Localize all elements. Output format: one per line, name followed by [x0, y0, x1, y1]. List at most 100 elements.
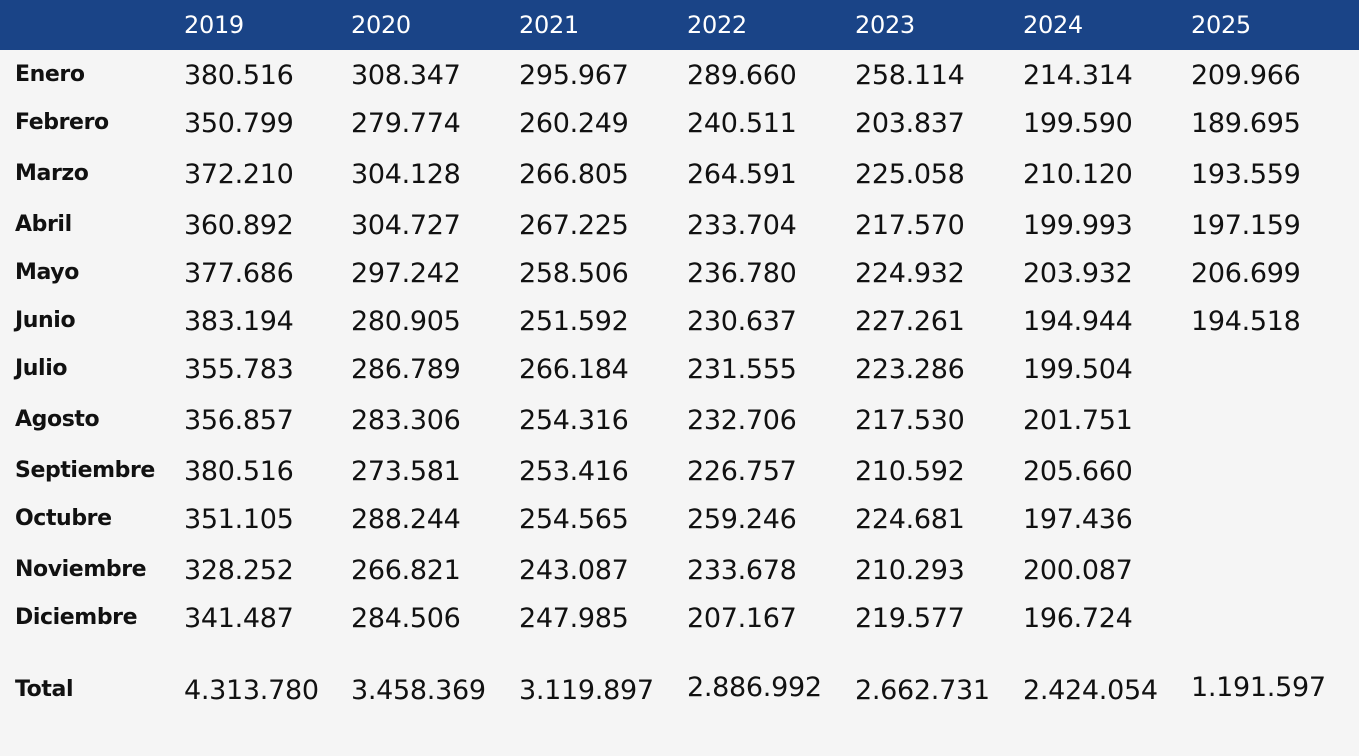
- table-cell: 227.261: [855, 306, 965, 337]
- table-header: 2019 2020 2021 2022 2023 2024 2025: [0, 0, 1359, 50]
- table-cell: 383.194: [184, 306, 294, 337]
- table-cell: 247.985: [519, 603, 629, 634]
- table-cell: 199.993: [1023, 210, 1133, 241]
- year-header-2020: 2020: [351, 11, 411, 39]
- month-label: Noviembre: [15, 557, 147, 582]
- table-cell: 226.757: [687, 456, 797, 487]
- year-header-2024: 2024: [1023, 11, 1083, 39]
- table-cell: 197.159: [1191, 210, 1301, 241]
- table-cell: 380.516: [184, 456, 294, 487]
- table-cell: 253.416: [519, 456, 629, 487]
- table-cell: 199.590: [1023, 108, 1133, 139]
- table-cell: 254.565: [519, 504, 629, 535]
- table-cell: 266.805: [519, 159, 629, 190]
- table-cell: 217.570: [855, 210, 965, 241]
- table-cell: 231.555: [687, 354, 797, 385]
- table-cell: 355.783: [184, 354, 294, 385]
- table-cell: 207.167: [687, 603, 797, 634]
- table-cell: 194.518: [1191, 306, 1301, 337]
- table-cell: 203.932: [1023, 258, 1133, 289]
- table-cell: 273.581: [351, 456, 461, 487]
- table-cell: 224.681: [855, 504, 965, 535]
- table-cell: 258.506: [519, 258, 629, 289]
- table-cell: 199.504: [1023, 354, 1133, 385]
- month-label: Octubre: [15, 506, 112, 531]
- table-cell: 189.695: [1191, 108, 1301, 139]
- table-cell: 205.660: [1023, 456, 1133, 487]
- table-cell: 267.225: [519, 210, 629, 241]
- table-cell: 341.487: [184, 603, 294, 634]
- table-cell: 264.591: [687, 159, 797, 190]
- table-cell: 289.660: [687, 60, 797, 91]
- table-cell: 193.559: [1191, 159, 1301, 190]
- year-header-2019: 2019: [184, 11, 244, 39]
- table-cell: 304.128: [351, 159, 461, 190]
- table-cell: 280.905: [351, 306, 461, 337]
- table-cell: 210.120: [1023, 159, 1133, 190]
- year-header-2025: 2025: [1191, 11, 1251, 39]
- table-cell: 260.249: [519, 108, 629, 139]
- table-cell: 279.774: [351, 108, 461, 139]
- table-cell: 223.286: [855, 354, 965, 385]
- table-cell: 304.727: [351, 210, 461, 241]
- month-label: Marzo: [15, 161, 89, 186]
- total-label: Total: [15, 677, 74, 702]
- table-cell: 240.511: [687, 108, 797, 139]
- total-cell: 4.313.780: [184, 675, 319, 706]
- table-cell: 200.087: [1023, 555, 1133, 586]
- table-cell: 217.530: [855, 405, 965, 436]
- month-label: Enero: [15, 62, 85, 87]
- table-cell: 206.699: [1191, 258, 1301, 289]
- table-cell: 286.789: [351, 354, 461, 385]
- table-cell: 380.516: [184, 60, 294, 91]
- table-cell: 284.506: [351, 603, 461, 634]
- total-cell: 2.424.054: [1023, 675, 1158, 706]
- table-cell: 209.966: [1191, 60, 1301, 91]
- table-cell: 243.087: [519, 555, 629, 586]
- month-label: Mayo: [15, 260, 79, 285]
- table-cell: 360.892: [184, 210, 294, 241]
- month-label: Febrero: [15, 110, 109, 135]
- table-cell: 236.780: [687, 258, 797, 289]
- table-cell: 356.857: [184, 405, 294, 436]
- table-cell: 297.242: [351, 258, 461, 289]
- table-cell: 224.932: [855, 258, 965, 289]
- table-cell: 328.252: [184, 555, 294, 586]
- table-cell: 266.184: [519, 354, 629, 385]
- table-cell: 225.058: [855, 159, 965, 190]
- month-label: Agosto: [15, 407, 100, 432]
- table-cell: 214.314: [1023, 60, 1133, 91]
- table-cell: 197.436: [1023, 504, 1133, 535]
- year-header-2022: 2022: [687, 11, 747, 39]
- month-label: Diciembre: [15, 605, 138, 630]
- table-cell: 219.577: [855, 603, 965, 634]
- table-cell: 194.944: [1023, 306, 1133, 337]
- total-cell: 1.191.597: [1191, 672, 1326, 703]
- total-cell: 2.886.992: [687, 672, 822, 703]
- table-cell: 308.347: [351, 60, 461, 91]
- total-cell: 3.119.897: [519, 675, 654, 706]
- year-header-2023: 2023: [855, 11, 915, 39]
- table-cell: 295.967: [519, 60, 629, 91]
- table-cell: 351.105: [184, 504, 294, 535]
- table-cell: 201.751: [1023, 405, 1133, 436]
- month-label: Abril: [15, 212, 72, 237]
- table-cell: 254.316: [519, 405, 629, 436]
- month-label: Junio: [15, 308, 76, 333]
- total-cell: 3.458.369: [351, 675, 486, 706]
- table-cell: 196.724: [1023, 603, 1133, 634]
- year-header-2021: 2021: [519, 11, 579, 39]
- table-cell: 258.114: [855, 60, 965, 91]
- table-cell: 251.592: [519, 306, 629, 337]
- table-cell: 372.210: [184, 159, 294, 190]
- table-cell: 232.706: [687, 405, 797, 436]
- table-cell: 259.246: [687, 504, 797, 535]
- table-cell: 350.799: [184, 108, 294, 139]
- table-cell: 210.592: [855, 456, 965, 487]
- table-cell: 233.704: [687, 210, 797, 241]
- table-cell: 233.678: [687, 555, 797, 586]
- table-cell: 203.837: [855, 108, 965, 139]
- table-cell: 283.306: [351, 405, 461, 436]
- table-cell: 288.244: [351, 504, 461, 535]
